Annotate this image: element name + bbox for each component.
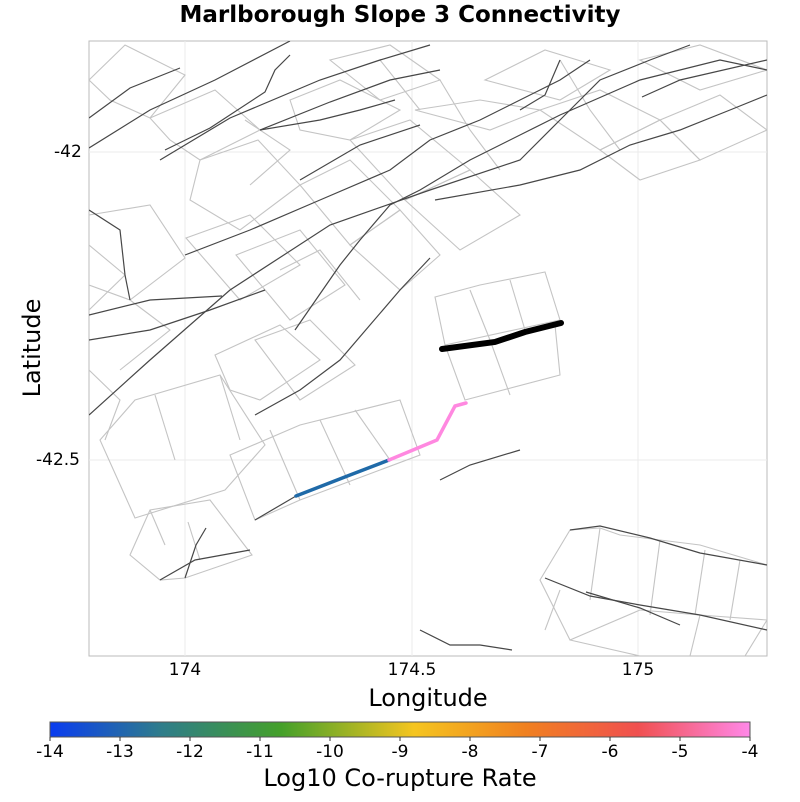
colorbar-tick-marks (49, 737, 751, 741)
x-tick-label: 175 (621, 660, 655, 680)
corupture-section-blue (294, 458, 391, 498)
colorbar-tick-label: -7 (531, 742, 549, 762)
colorbar-tick-label: -9 (391, 742, 409, 762)
x-tick-label: 174.5 (387, 660, 437, 680)
colorbar-tick-label: -10 (316, 742, 344, 762)
y-tick-label: -42.5 (36, 450, 80, 470)
y-axis-label: Latitude (18, 298, 46, 398)
plot-frame (88, 40, 768, 657)
x-axis-label: Longitude (368, 684, 488, 712)
target-section-marlborough-slope-3 (439, 320, 564, 352)
colorbar-tick-label: -11 (246, 742, 274, 762)
colorbar-tick-label: -14 (36, 742, 64, 762)
colorbar-label: Log10 Co-rupture Rate (263, 764, 537, 792)
map-title: Marlborough Slope 3 Connectivity (179, 2, 621, 28)
colorbar-tick-label: -13 (106, 742, 134, 762)
colorbar-tick-label: -8 (461, 742, 479, 762)
colorbar-tick-label: -5 (671, 742, 689, 762)
y-tick-label: -42 (54, 142, 82, 162)
colorbar (49, 721, 751, 738)
colorbar-tick-label: -6 (601, 742, 619, 762)
grid-lines (89, 41, 767, 656)
colorbar-tick-label: -4 (741, 742, 759, 762)
colorbar-tick-label: -12 (176, 742, 204, 762)
corupture-section-pink (387, 401, 468, 462)
x-tick-label: 174 (168, 660, 202, 680)
